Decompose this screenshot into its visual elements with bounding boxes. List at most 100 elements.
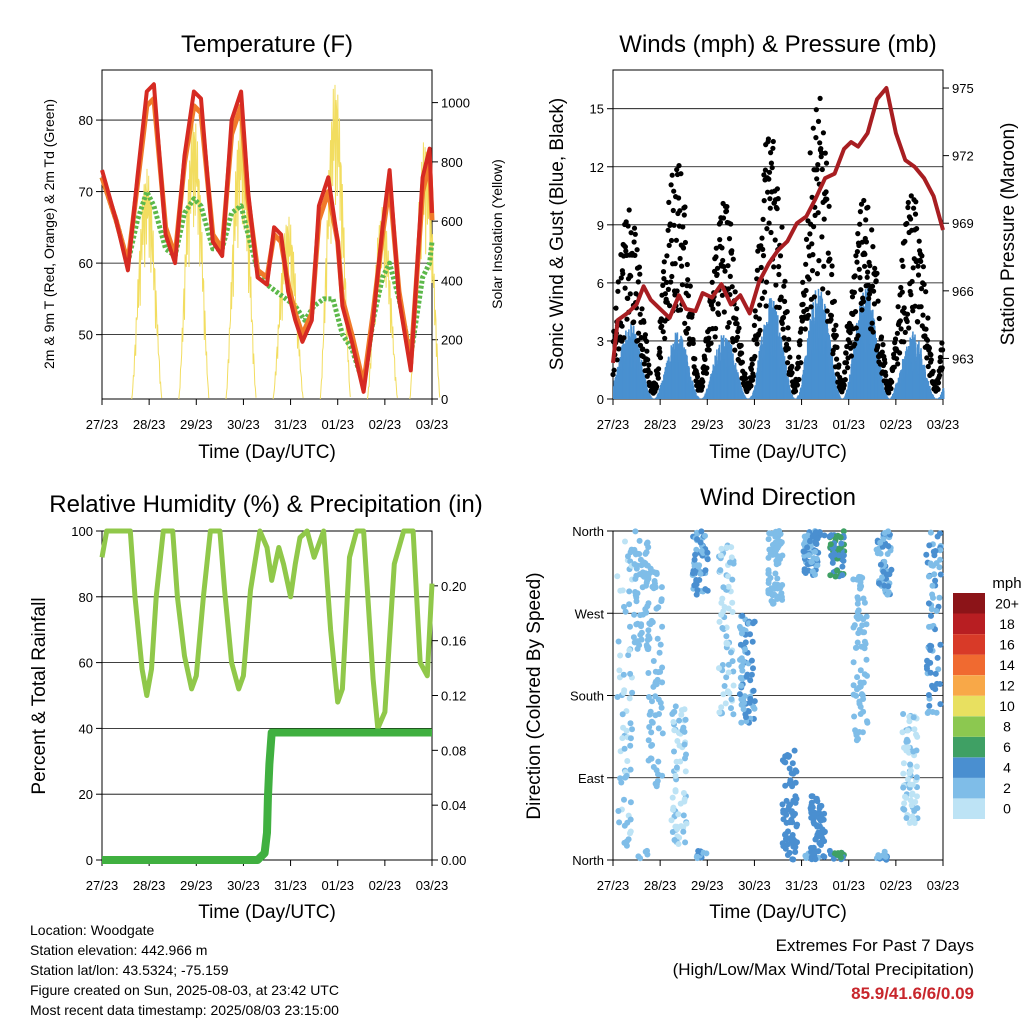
direction-point — [682, 768, 689, 775]
humidity-y-tick-label: 40 — [79, 721, 93, 736]
direction-point — [633, 565, 640, 572]
direction-point — [888, 566, 895, 573]
direction-point — [812, 848, 819, 855]
station-latlon: Station lat/lon: 43.5324; -75.159 — [30, 962, 229, 978]
winds-x-tick-label: 30/23 — [738, 417, 771, 432]
direction-x-tick-label: 29/23 — [691, 878, 724, 893]
gust-point — [797, 338, 803, 344]
gust-point — [813, 107, 819, 113]
direction-point — [812, 836, 819, 843]
direction-point — [637, 631, 644, 638]
gust-point — [680, 224, 686, 230]
colorbar-label: 20+ — [995, 595, 1019, 611]
gust-point — [644, 373, 650, 379]
direction-xlabel: Time (Day/UTC) — [709, 902, 847, 923]
direction-point — [738, 719, 745, 726]
gust-point — [776, 271, 782, 278]
direction-point — [678, 707, 685, 714]
gust-point — [912, 211, 919, 217]
direction-point — [901, 800, 908, 807]
direction-point — [913, 763, 920, 770]
gust-point — [628, 230, 634, 236]
direction-point — [743, 673, 750, 680]
direction-point — [693, 546, 700, 553]
direction-point — [820, 853, 827, 860]
direction-point — [802, 538, 809, 545]
colorbar-swatch — [953, 777, 985, 799]
gust-point — [668, 237, 675, 244]
direction-point — [779, 840, 786, 847]
direction-point — [809, 568, 816, 575]
direction-point — [926, 623, 932, 630]
direction-point — [657, 668, 664, 675]
winds-ylabel-left: Sonic Wind & Gust (Blue, Black) — [547, 98, 568, 370]
gust-point — [770, 145, 776, 151]
direction-point — [728, 544, 735, 551]
humidity-y2-tick-label: 0.04 — [441, 798, 466, 813]
gust-point — [725, 263, 731, 269]
temp-2m-line — [100, 82, 434, 394]
gust-point — [905, 204, 911, 211]
temperature-x-tick-label: 02/23 — [369, 417, 402, 432]
direction-point — [850, 576, 857, 583]
extremes-box: Extremes For Past 7 Days (High/Low/Max W… — [673, 934, 974, 1006]
gust-point — [891, 364, 897, 370]
latest-timestamp: Most recent data timestamp: 2025/08/03 2… — [30, 1002, 339, 1018]
direction-point — [694, 587, 701, 593]
gust-point — [742, 371, 748, 377]
solar-insolation-line — [131, 168, 163, 400]
gust-point — [768, 229, 774, 236]
gust-point — [771, 264, 777, 270]
direction-point — [645, 670, 652, 676]
direction-point — [927, 642, 933, 649]
gust-point — [871, 288, 877, 294]
direction-point — [737, 641, 744, 648]
direction-point — [792, 844, 799, 850]
gust-point — [876, 315, 882, 322]
direction-point — [885, 528, 892, 535]
extremes-value: 85.9/41.6/6/0.09 — [851, 984, 974, 1003]
direction-point — [718, 545, 725, 552]
gust-point — [895, 304, 901, 310]
direction-point — [718, 599, 725, 606]
gust-point — [879, 349, 885, 355]
colorbar-label: 2 — [1003, 780, 1011, 796]
station-info: Location: Woodgate Station elevation: 44… — [30, 920, 339, 1020]
gust-point — [776, 264, 782, 270]
gust-point — [809, 241, 815, 247]
temperature-y2-tick-label: 600 — [441, 214, 463, 229]
gust-point — [855, 333, 861, 339]
direction-plot-area: North East South West North 27/23 28/23 29/23 30… — [570, 524, 959, 893]
gust-point — [682, 204, 688, 210]
direction-point — [838, 854, 844, 861]
gust-point — [853, 325, 859, 331]
gust-point — [716, 311, 722, 317]
gust-point — [749, 377, 756, 383]
gust-point — [749, 361, 755, 367]
gust-point — [920, 264, 927, 270]
gust-point — [710, 306, 716, 312]
winds-y2-tick-label: 963 — [952, 351, 974, 366]
direction-point — [814, 798, 821, 805]
direction-point — [627, 828, 634, 835]
direction-point — [736, 691, 743, 698]
gust-point — [666, 242, 672, 248]
gust-point — [923, 289, 929, 295]
gust-point — [635, 337, 641, 344]
direction-point — [772, 581, 778, 588]
direction-point — [856, 626, 863, 633]
pressure-line — [611, 86, 945, 364]
temperature-y-tick-label: 80 — [79, 113, 93, 128]
direction-point — [702, 586, 709, 593]
gust-point — [910, 308, 916, 314]
direction-point — [738, 630, 745, 637]
gust-point — [841, 382, 847, 388]
direction-point — [877, 550, 884, 557]
gust-point — [616, 346, 622, 352]
gust-point — [939, 340, 945, 346]
gust-point — [780, 326, 786, 332]
direction-point — [906, 718, 913, 725]
gust-point — [670, 207, 676, 214]
temperature-x-tick-label: 03/23 — [416, 417, 449, 432]
gust-point — [665, 227, 671, 233]
